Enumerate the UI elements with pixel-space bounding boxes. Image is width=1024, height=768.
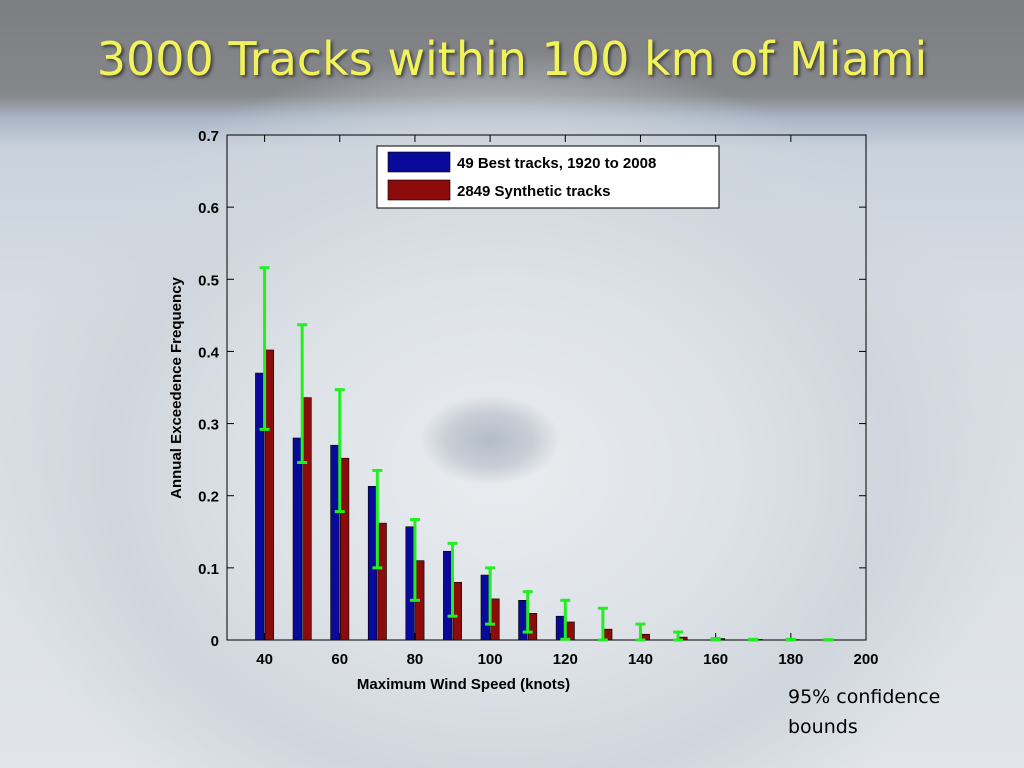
x-tick-label: 140 [628, 651, 653, 668]
bar-synthetic-tracks [302, 397, 312, 641]
x-tick-label: 120 [553, 651, 578, 668]
bar-synthetic-tracks [452, 581, 462, 641]
x-tick-label: 160 [703, 651, 728, 668]
bar-best-tracks [292, 437, 302, 641]
bar-best-tracks [443, 550, 453, 641]
y-tick-label: 0 [211, 633, 219, 650]
y-tick-label: 0.5 [198, 272, 219, 289]
bar-synthetic-tracks [377, 522, 387, 641]
confidence-bounds-note: 95% confidence bounds [788, 686, 941, 738]
bar-best-tracks [330, 444, 340, 641]
x-tick-label: 40 [256, 651, 273, 668]
legend-swatch [387, 151, 451, 173]
bar-synthetic-tracks [264, 349, 275, 641]
bar-best-tracks [480, 574, 490, 641]
y-tick-label: 0.1 [198, 561, 219, 578]
x-axis-label: Maximum Wind Speed (knots) [357, 676, 570, 693]
slide-title: 3000 Tracks within 100 km of Miami [96, 32, 928, 86]
y-tick-label: 0.4 [198, 344, 220, 361]
bar-synthetic-tracks [565, 621, 575, 641]
y-tick-label: 0.6 [198, 200, 219, 217]
y-axis-label: Annual Exceedence Frequency [168, 276, 185, 498]
x-tick-label: 200 [853, 651, 878, 668]
x-tick-label: 80 [407, 651, 424, 668]
plot-frame [226, 134, 867, 641]
bar-best-tracks [255, 372, 265, 641]
x-tick-label: 100 [478, 651, 503, 668]
x-tick-label: 180 [778, 651, 803, 668]
bar-synthetic-tracks [490, 598, 500, 641]
bar-synthetic-tracks [339, 457, 350, 641]
bar-best-tracks [518, 600, 528, 641]
y-tick-label: 0.7 [198, 128, 219, 145]
y-tick-label: 0.2 [198, 489, 219, 506]
x-tick-label: 60 [331, 651, 348, 668]
legend: 49 Best tracks, 1920 to 2008 2849 Synthet… [376, 145, 720, 209]
legend-swatch [387, 179, 451, 201]
bar-best-tracks [367, 486, 378, 641]
bar-synthetic-tracks [603, 628, 613, 641]
bar-synthetic-tracks [527, 613, 538, 641]
legend-label: 2849 Synthetic tracks [457, 183, 610, 200]
bar-best-tracks [405, 526, 415, 641]
bar-best-tracks [555, 615, 566, 641]
legend-label: 49 Best tracks, 1920 to 2008 [457, 155, 656, 172]
y-tick-label: 0.3 [198, 417, 219, 434]
